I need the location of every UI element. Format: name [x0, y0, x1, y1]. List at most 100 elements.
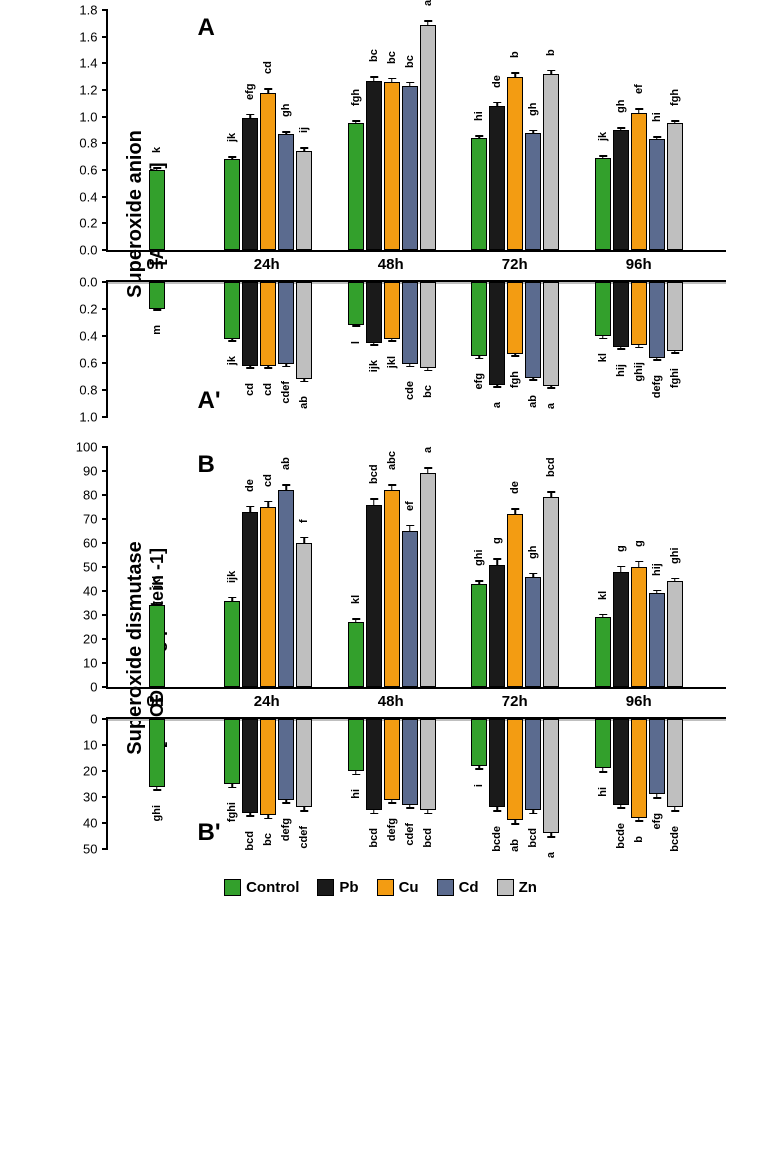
ytick-label: 0	[90, 712, 107, 727]
bar-wrap: ij	[296, 151, 312, 250]
ytick-label: 100	[76, 440, 108, 455]
sig-label: bc	[262, 833, 274, 846]
bar-Zn: b	[543, 74, 559, 250]
x-label: 0h	[146, 256, 164, 273]
bar-Cd: efg	[649, 719, 665, 794]
sig-label: bcd	[368, 465, 380, 485]
bar-Control: k	[149, 170, 165, 250]
bar-Control: hi	[471, 138, 487, 250]
sig-label: b	[633, 836, 645, 843]
sig-label: cd	[262, 383, 274, 396]
bar-Pb: bcd	[366, 719, 382, 810]
bar-Control: fghi	[224, 719, 240, 784]
bar-wrap: ghij	[631, 282, 647, 345]
sig-label: ghij	[633, 362, 645, 382]
ytick-label: 90	[83, 464, 107, 479]
bar-Control: i	[471, 719, 487, 766]
bar-wrap: de	[489, 106, 505, 250]
bar-group: m	[149, 282, 165, 309]
bar-wrap: ab	[296, 282, 312, 379]
bar-Pb: bcde	[489, 719, 505, 807]
bar-Control: ghi	[471, 584, 487, 687]
bar-Cu: cd	[260, 282, 276, 366]
ytick-label: 1.4	[79, 56, 107, 71]
ytick-label: 20	[83, 764, 107, 779]
bar-Zn: bcde	[667, 719, 683, 807]
bar-group: ibcdeabbcda	[471, 719, 559, 833]
bar-Pb: cd	[242, 282, 258, 366]
bar-wrap: g	[631, 567, 647, 687]
bar-wrap: ijk	[366, 282, 382, 343]
bar-wrap: g	[613, 572, 629, 687]
x-label: 48h	[378, 693, 404, 710]
ytick-label: 1.8	[79, 3, 107, 18]
bar-wrap: hij	[649, 593, 665, 687]
sig-label: bc	[368, 50, 380, 63]
ytick-label: 0.2	[79, 302, 107, 317]
bar-Cu: cd	[260, 93, 276, 250]
sig-label: cdef	[280, 381, 292, 404]
bar-Zn: a	[543, 282, 559, 386]
sig-label: bc	[422, 385, 434, 398]
bar-Cd: cde	[402, 282, 418, 364]
sig-label: ab	[527, 395, 539, 408]
bar-wrap: gh	[525, 133, 541, 250]
bar-wrap: i	[471, 719, 487, 766]
bar-group: jkghefhifgh	[595, 113, 683, 250]
bar-wrap: abc	[384, 490, 400, 687]
bar-wrap: bcd	[543, 497, 559, 687]
bar-Cd: defg	[649, 282, 665, 358]
bar-wrap: bcd	[420, 719, 436, 810]
bar-Zn: cdef	[296, 719, 312, 807]
bar-wrap: bcde	[489, 719, 505, 807]
sig-label: bcd	[527, 828, 539, 848]
sig-label: a	[545, 852, 557, 858]
bar-wrap: bcd	[366, 505, 382, 687]
bar-wrap: m	[149, 282, 165, 309]
sig-label: ghi	[151, 805, 163, 822]
ytick-label: 0.6	[79, 356, 107, 371]
sig-label: bcde	[615, 823, 627, 849]
bar-wrap: bc	[366, 81, 382, 250]
bar-wrap: gh	[525, 577, 541, 687]
x-label: 96h	[626, 256, 652, 273]
sig-label: gh	[615, 100, 627, 113]
bar-Zn: fghi	[667, 282, 683, 351]
bar-wrap: defg	[278, 719, 294, 800]
bar-wrap: bc	[420, 282, 436, 368]
bar-Cu: de	[507, 514, 523, 687]
sig-label: bcd	[244, 831, 256, 851]
bar-wrap: a	[420, 473, 436, 687]
bar-wrap: bc	[260, 719, 276, 815]
bar-Pb: g	[613, 572, 629, 687]
bar-Pb: gh	[613, 130, 629, 250]
sig-label: jk	[226, 133, 238, 142]
bar-wrap: ghi	[667, 581, 683, 687]
bar-Pb: bcd	[366, 505, 382, 687]
sig-label: kl	[350, 595, 362, 604]
bar-Cu: defg	[384, 719, 400, 800]
bar-wrap: ab	[278, 490, 294, 687]
bar-wrap: a	[543, 282, 559, 386]
bar-Zn: a	[420, 25, 436, 250]
ytick-label: 0.6	[79, 163, 107, 178]
bar-Pb: de	[489, 106, 505, 250]
bar-Zn: fgh	[667, 123, 683, 250]
sig-label: b	[509, 52, 521, 59]
ytick-label: 0.8	[79, 383, 107, 398]
chart-B: B 0102030405060708090100jklijkdecdabfklb…	[106, 447, 726, 689]
bar-wrap: a	[489, 282, 505, 385]
bar-wrap: hi	[649, 139, 665, 250]
bar-wrap: cd	[242, 282, 258, 366]
sig-label: g	[491, 538, 503, 545]
sig-label: hij	[651, 563, 663, 576]
ytick-label: 30	[83, 790, 107, 805]
sig-label: hi	[473, 111, 485, 121]
sig-label: hi	[350, 789, 362, 799]
ytick-label: 1.6	[79, 29, 107, 44]
bar-wrap: fgh	[667, 123, 683, 250]
sig-label: cd	[262, 474, 274, 487]
legend-label: Cu	[399, 879, 419, 896]
bar-Control: fgh	[348, 123, 364, 250]
sig-label: defg	[386, 818, 398, 841]
